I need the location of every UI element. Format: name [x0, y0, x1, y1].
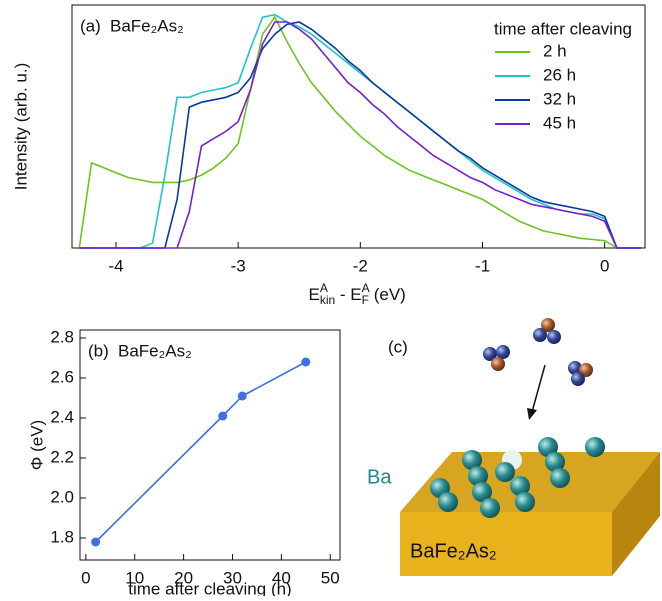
- x-axis-label: time after cleaving (h): [128, 579, 291, 596]
- atom: [510, 476, 530, 496]
- legend-label: 32 h: [543, 89, 576, 108]
- x-tick-label: -2: [353, 256, 368, 275]
- legend-label: 45 h: [543, 113, 576, 132]
- atom: [545, 452, 565, 472]
- x-tick-label: 30: [223, 568, 242, 587]
- legend-label: 26 h: [543, 65, 576, 84]
- x-tick-label: -1: [475, 256, 490, 275]
- atom: [480, 498, 500, 518]
- data-line: [95, 361, 307, 543]
- chart-panels: -4 -3 -2 -1 0 (a) BaFe₂As₂ Intensity (arb. u.) E…: [11, 4, 646, 598]
- plot-frame: [79, 329, 341, 561]
- atom: [571, 372, 585, 386]
- data-line: [79, 21, 642, 249]
- y-tick-label: 2.6: [50, 367, 74, 386]
- x-axis-label-part: kin: [320, 293, 335, 307]
- atom: [547, 330, 561, 344]
- x-tick-label: 10: [125, 568, 144, 587]
- panel-title: BaFe₂As₂: [110, 16, 184, 35]
- x-axis-label: EA kin - EA F (eV): [309, 281, 406, 307]
- y-axis-label: Φ (eV): [27, 420, 46, 470]
- atom: [468, 466, 488, 486]
- x-tick-label: 40: [272, 568, 291, 587]
- illustration: (c) BaFe₂As₂ Ba: [367, 318, 660, 576]
- arrow: [531, 364, 546, 413]
- atom: [533, 328, 547, 342]
- atoms: [430, 437, 605, 518]
- x-tick-label: -4: [108, 256, 123, 275]
- slab-label: BaFe₂As₂: [410, 540, 497, 562]
- x-tick-label: -3: [231, 256, 246, 275]
- atom: [579, 363, 593, 377]
- panel-title: BaFe₂As₂: [118, 341, 192, 360]
- legend-label: 2 h: [543, 41, 567, 60]
- atom: [491, 357, 505, 371]
- atom: [495, 462, 515, 482]
- x-axis-label-part: A: [362, 281, 370, 295]
- data-line: [79, 21, 642, 249]
- legend-title: time after cleaving: [494, 19, 632, 38]
- x-axis-label-part: F: [362, 293, 369, 307]
- plot-frame: [71, 4, 646, 249]
- atom: [438, 492, 458, 512]
- panel-label: (b): [88, 341, 109, 360]
- atom: [550, 468, 570, 488]
- y-tick-label: 2.2: [50, 447, 74, 466]
- data-point: [301, 357, 311, 367]
- atom: [462, 450, 482, 470]
- x-axis-label-part: (eV): [369, 285, 406, 304]
- y-tick-label: 1.8: [50, 527, 74, 546]
- atom: [568, 361, 582, 375]
- atom: [496, 345, 510, 359]
- arrow-head: [527, 408, 537, 420]
- x-tick-label: 0: [600, 256, 609, 275]
- slab-front: [400, 512, 612, 576]
- x-axis-label-part: A: [320, 281, 328, 295]
- slab-side: [612, 452, 660, 576]
- y-axis-label: Intensity (arb. u.): [11, 63, 30, 191]
- atom: [538, 437, 558, 457]
- x-tick-label: 20: [174, 568, 193, 587]
- panel-label: (a): [80, 16, 101, 35]
- data-point: [91, 537, 101, 547]
- atom: [585, 437, 605, 457]
- x-axis-label-part: - E: [335, 285, 361, 304]
- data-point: [237, 391, 247, 401]
- molecules: [483, 318, 593, 386]
- x-axis-label-part: E: [309, 285, 320, 304]
- data-point: [218, 411, 228, 421]
- atom: [472, 482, 492, 502]
- x-tick-label: 50: [321, 568, 340, 587]
- panel-label: (c): [388, 337, 408, 356]
- x-tick-label: 0: [81, 568, 90, 587]
- atom-label: Ba: [367, 466, 392, 488]
- atom: [541, 318, 555, 332]
- atom: [515, 492, 535, 512]
- y-tick-label: 2.4: [50, 407, 74, 426]
- y-tick-label: 2.0: [50, 487, 74, 506]
- data-line: [78, 15, 642, 249]
- y-tick-label: 2.8: [50, 327, 74, 346]
- data-line: [79, 13, 642, 249]
- atom: [483, 347, 497, 361]
